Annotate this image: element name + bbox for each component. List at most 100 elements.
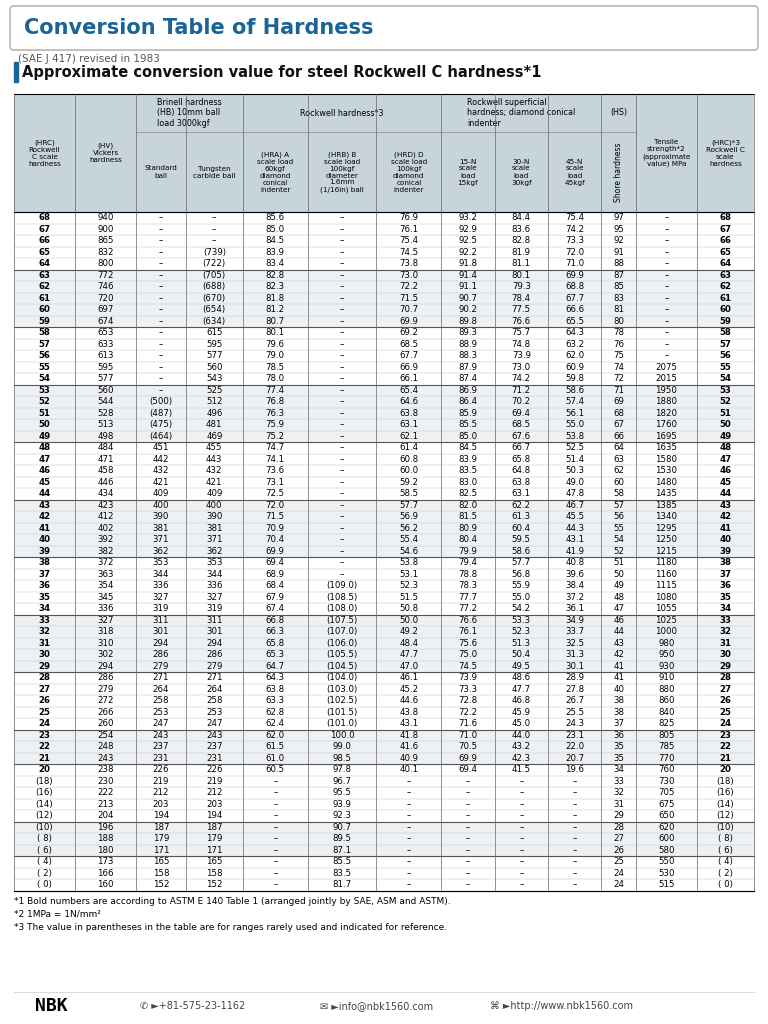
Text: 80.4: 80.4 xyxy=(458,536,478,544)
Text: 92: 92 xyxy=(613,237,624,246)
Text: 38: 38 xyxy=(613,708,624,717)
Text: 50: 50 xyxy=(613,569,624,579)
Text: 77.2: 77.2 xyxy=(458,604,478,613)
Bar xyxy=(14,856,754,867)
Text: 74: 74 xyxy=(613,362,624,372)
Bar xyxy=(136,94,243,132)
Text: 64.7: 64.7 xyxy=(266,662,285,671)
Text: –: – xyxy=(340,523,344,532)
Text: 26: 26 xyxy=(613,846,624,855)
Bar xyxy=(14,638,754,649)
Text: 615: 615 xyxy=(206,329,223,337)
Text: 43.1: 43.1 xyxy=(399,719,419,728)
Text: –: – xyxy=(406,777,411,785)
Text: 56.9: 56.9 xyxy=(399,512,419,521)
Text: 70.2: 70.2 xyxy=(511,397,531,407)
Text: –: – xyxy=(664,213,668,222)
Text: 37.2: 37.2 xyxy=(565,593,584,602)
Text: 61: 61 xyxy=(38,294,51,303)
Text: 95.5: 95.5 xyxy=(333,788,352,798)
Text: –: – xyxy=(159,386,163,394)
Text: 85.6: 85.6 xyxy=(266,213,285,222)
Bar xyxy=(14,350,754,361)
Text: 173: 173 xyxy=(98,857,114,866)
Text: –: – xyxy=(664,259,668,268)
Text: Brinell hardness
(HB) 10mm ball
load 3000kgf: Brinell hardness (HB) 10mm ball load 300… xyxy=(157,98,222,128)
Text: 56: 56 xyxy=(720,351,731,360)
Text: (HRA) A
scale load
60kgf
diamond
conical
indenter: (HRA) A scale load 60kgf diamond conical… xyxy=(257,152,293,193)
Text: 805: 805 xyxy=(658,731,674,739)
Text: 930: 930 xyxy=(658,662,674,671)
Text: 31: 31 xyxy=(720,639,731,648)
Text: 53.8: 53.8 xyxy=(399,558,419,567)
Text: –: – xyxy=(340,569,344,579)
Text: 68: 68 xyxy=(38,213,51,222)
Text: 66.1: 66.1 xyxy=(399,374,419,383)
Text: 544: 544 xyxy=(98,397,114,407)
Text: 56: 56 xyxy=(613,512,624,521)
Text: 28.9: 28.9 xyxy=(565,673,584,682)
Text: 73.1: 73.1 xyxy=(266,478,285,486)
Text: 20.7: 20.7 xyxy=(565,754,584,763)
Text: 72.2: 72.2 xyxy=(458,708,478,717)
Text: 40.8: 40.8 xyxy=(565,558,584,567)
Text: 50.3: 50.3 xyxy=(565,466,584,475)
Text: 28: 28 xyxy=(720,673,731,682)
Text: 525: 525 xyxy=(206,386,223,394)
Text: 85.0: 85.0 xyxy=(458,432,478,440)
Text: (14): (14) xyxy=(35,800,53,809)
Text: 248: 248 xyxy=(98,742,114,752)
Text: 71.2: 71.2 xyxy=(511,386,531,394)
Text: 75.7: 75.7 xyxy=(511,329,531,337)
Text: 1250: 1250 xyxy=(655,536,677,544)
Text: 498: 498 xyxy=(98,432,114,440)
Text: 55: 55 xyxy=(38,362,51,372)
Text: 67.7: 67.7 xyxy=(399,351,419,360)
Text: –: – xyxy=(159,340,163,349)
Text: 212: 212 xyxy=(206,788,223,798)
Bar xyxy=(14,603,754,614)
Text: 980: 980 xyxy=(658,639,674,648)
Bar xyxy=(495,132,548,212)
Text: 54: 54 xyxy=(613,536,624,544)
Text: (739): (739) xyxy=(203,248,226,257)
Text: 32.5: 32.5 xyxy=(565,639,584,648)
Text: (464): (464) xyxy=(149,432,173,440)
Text: 67.7: 67.7 xyxy=(565,294,584,303)
Text: 402: 402 xyxy=(98,523,114,532)
Text: 93.2: 93.2 xyxy=(458,213,478,222)
Text: –: – xyxy=(340,283,344,291)
Text: 65: 65 xyxy=(720,248,731,257)
Text: 1435: 1435 xyxy=(655,489,677,499)
Text: 1530: 1530 xyxy=(655,466,677,475)
Text: 580: 580 xyxy=(658,846,674,855)
Text: 2075: 2075 xyxy=(655,362,677,372)
Text: 49.2: 49.2 xyxy=(399,628,419,636)
Text: 83.5: 83.5 xyxy=(458,466,478,475)
Text: 65: 65 xyxy=(38,248,51,257)
Text: 237: 237 xyxy=(206,742,223,752)
Text: 41: 41 xyxy=(613,673,624,682)
Text: 85.5: 85.5 xyxy=(333,857,352,866)
Text: –: – xyxy=(340,558,344,567)
Text: 29: 29 xyxy=(720,662,731,671)
Bar xyxy=(14,430,754,442)
Text: 73.0: 73.0 xyxy=(399,270,419,280)
Text: 25: 25 xyxy=(38,708,51,717)
Text: 37: 37 xyxy=(613,719,624,728)
Text: 80.7: 80.7 xyxy=(266,316,285,326)
Text: 56.2: 56.2 xyxy=(399,523,419,532)
Bar xyxy=(14,534,754,546)
Text: 286: 286 xyxy=(206,650,223,659)
Text: 74.5: 74.5 xyxy=(399,248,419,257)
Text: ( 8): ( 8) xyxy=(37,835,52,843)
Text: 46: 46 xyxy=(720,466,731,475)
Text: 40: 40 xyxy=(38,536,51,544)
Text: 52: 52 xyxy=(38,397,51,407)
Text: 203: 203 xyxy=(206,800,223,809)
Bar xyxy=(14,867,754,879)
Text: 66: 66 xyxy=(720,237,731,246)
Text: 1295: 1295 xyxy=(655,523,677,532)
Bar xyxy=(14,212,754,223)
Text: (104.5): (104.5) xyxy=(326,662,358,671)
